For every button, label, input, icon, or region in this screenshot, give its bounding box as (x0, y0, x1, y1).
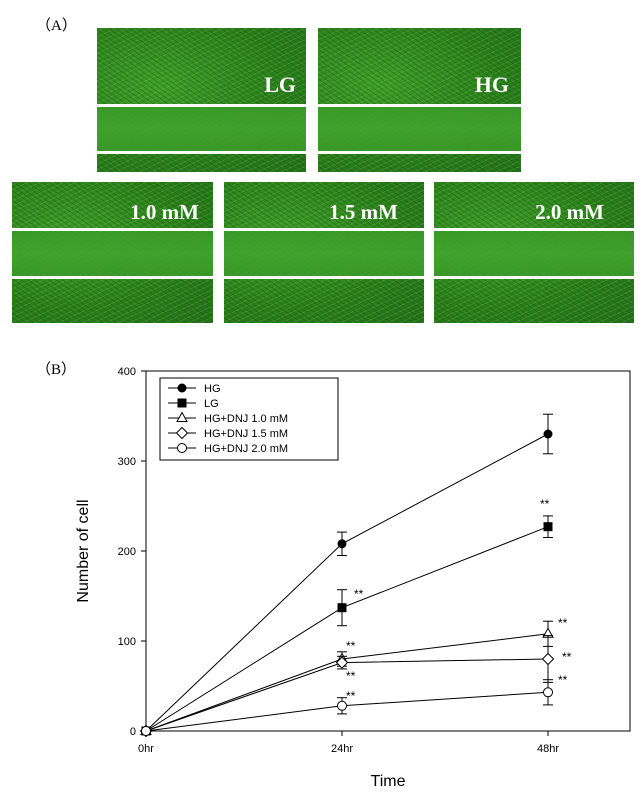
significance-mark: ** (558, 616, 568, 630)
significance-mark: ** (346, 639, 356, 653)
y-tick-label: 100 (118, 636, 136, 648)
micrograph-label: HG (474, 72, 509, 97)
legend-marker (175, 426, 189, 440)
y-tick-label: 300 (118, 456, 136, 468)
micrograph-hg: HG (318, 28, 521, 172)
x-tick-label: 24hr (331, 743, 353, 755)
micrograph-lg: LG (97, 28, 306, 172)
micrograph-dnj-1-0: 1.0 mM (12, 182, 213, 323)
series-line (145, 433, 549, 732)
micrograph-label: LG (264, 72, 296, 97)
micrograph-label: 2.0 mM (535, 200, 604, 224)
significance-mark: ** (346, 689, 356, 703)
x-tick-label: 48hr (537, 743, 559, 755)
x-axis-label: Time (371, 773, 406, 790)
legend-label: HG (204, 383, 221, 395)
y-axis-label: Number of cell (75, 499, 92, 602)
y-tick-label: 200 (118, 546, 136, 558)
data-point (543, 522, 553, 532)
data-point (335, 656, 349, 669)
data-point (141, 726, 151, 736)
data-point (541, 652, 555, 666)
data-point (543, 429, 553, 439)
significance-mark: ** (540, 497, 550, 511)
significance-mark: ** (562, 650, 572, 664)
micrograph-dnj-2-0: 2.0 mM (434, 182, 634, 323)
x-tick-label: 0hr (138, 743, 154, 755)
legend-label: HG+DNJ 1.0 mM (204, 413, 288, 425)
y-tick-label: 0 (130, 726, 136, 738)
data-point (543, 687, 553, 698)
micrograph-label: 1.0 mM (130, 200, 199, 224)
legend-box (159, 377, 339, 461)
legend-marker (177, 398, 187, 408)
data-point (337, 700, 347, 711)
legend-label: LG (204, 398, 219, 410)
data-point (337, 603, 347, 613)
significance-mark: ** (558, 673, 568, 687)
legend-marker (176, 411, 188, 422)
y-tick-label: 400 (118, 366, 136, 378)
significance-mark: ** (354, 587, 364, 601)
legend-label: HG+DNJ 2.0 mM (204, 443, 288, 455)
data-point (337, 539, 347, 549)
legend-label: HG+DNJ 1.5 mM (204, 428, 288, 440)
micrograph-label: 1.5 mM (329, 200, 398, 224)
legend-marker (177, 383, 187, 393)
micrograph-dnj-1-5: 1.5 mM (224, 182, 424, 323)
panel-b-label: （B） (36, 362, 77, 378)
significance-mark: ** (346, 669, 356, 683)
legend-marker (177, 443, 187, 453)
panel-a-label: （A） (36, 18, 77, 34)
